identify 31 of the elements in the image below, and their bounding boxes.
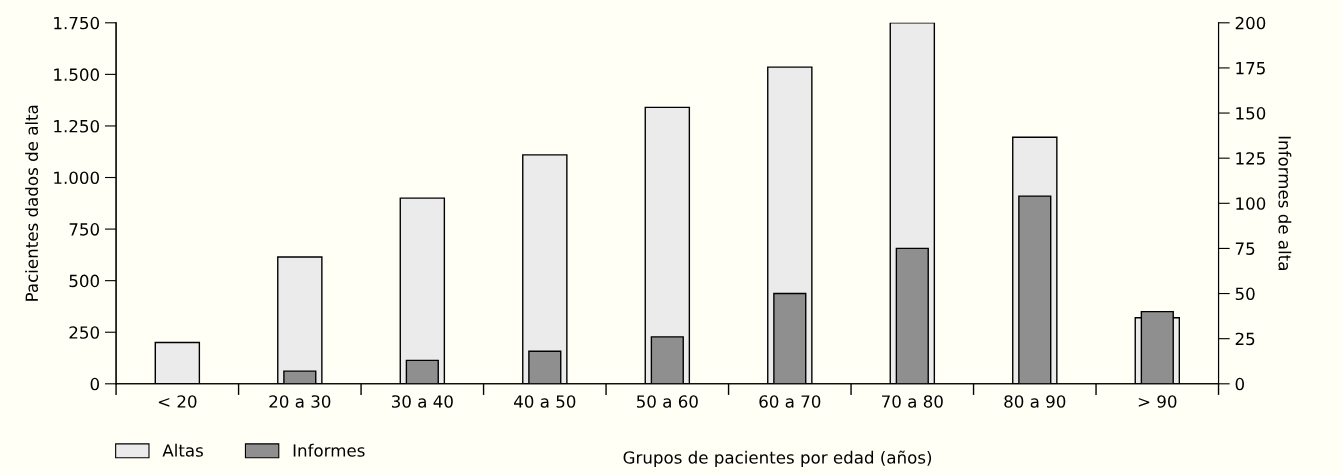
y-tick-label: 500 xyxy=(69,274,99,288)
y-tick-label: 1.250 xyxy=(54,119,99,133)
y2-tick-label: 25 xyxy=(1235,332,1255,346)
y-tick-label: 1.500 xyxy=(54,68,99,81)
y-axis-title: Pacientes dados de alta xyxy=(25,105,39,301)
y2-axis-title: Informes de alta xyxy=(1278,136,1292,270)
x-tick-label: < 20 xyxy=(158,395,197,408)
y2-tick-label: 200 xyxy=(1235,16,1266,30)
x-tick-label: 60 a 70 xyxy=(759,395,821,408)
x-tick-label: > 90 xyxy=(1138,395,1177,408)
y2-tick-label: 175 xyxy=(1236,62,1265,75)
x-tick-label: 50 a 60 xyxy=(636,395,698,408)
y-tick-label: 0 xyxy=(90,377,99,391)
y2-tick-label: 75 xyxy=(1235,242,1255,255)
y-tick-label: 1.750 xyxy=(54,16,99,30)
y2-tick-label: 100 xyxy=(1236,197,1266,210)
x-tick-label: 80 a 90 xyxy=(1004,395,1066,408)
x-tick-label: 40 a 50 xyxy=(514,395,576,408)
y2-tick-label: 125 xyxy=(1236,152,1265,165)
legend-label: Altas xyxy=(162,443,203,457)
x-tick-label: 30 a 40 xyxy=(391,395,453,408)
y-tick-label: 1.000 xyxy=(54,171,99,185)
x-tick-label: 20 a 30 xyxy=(269,395,331,408)
y2-tick-label: 50 xyxy=(1235,287,1255,301)
x-axis-title: Grupos de pacientes por edad (años) xyxy=(623,450,932,467)
y-tick-label: 750 xyxy=(69,223,99,236)
y2-tick-label: 0 xyxy=(1235,377,1245,391)
x-tick-label: 70 a 80 xyxy=(882,395,943,408)
y-tick-label: 250 xyxy=(69,326,99,339)
y2-tick-label: 150 xyxy=(1236,107,1266,120)
legend-label: Informes xyxy=(293,443,365,457)
